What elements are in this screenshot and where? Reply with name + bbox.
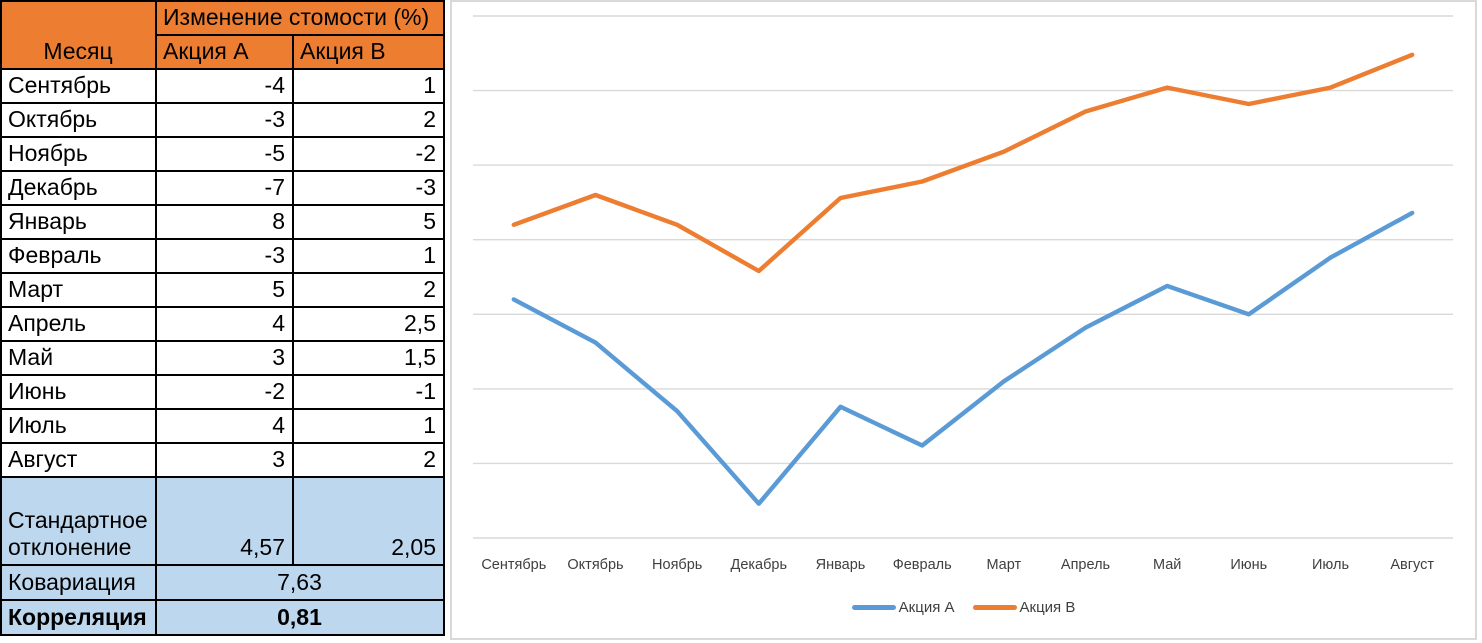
- stock-a-cell[interactable]: -3: [155, 102, 294, 138]
- stock-a-column-header[interactable]: Акция A: [155, 34, 294, 70]
- x-axis-label: Июль: [1312, 557, 1349, 573]
- stock-b-cell[interactable]: 5: [292, 204, 445, 240]
- covariance-row: Ковариация 7,63: [0, 564, 445, 601]
- table-data-rows: Сентябрь -4 1 Октябрь -3 2 Ноябрь -5 -2 Декабрь -7…: [0, 68, 445, 478]
- stock-b-cell[interactable]: 1: [292, 68, 445, 104]
- legend-item-a[interactable]: Акция A: [851, 598, 955, 616]
- month-cell[interactable]: Июль: [0, 408, 157, 444]
- table-row: Март 5 2: [0, 272, 445, 308]
- x-axis-label: Февраль: [893, 557, 952, 573]
- stock-a-cell[interactable]: -2: [155, 374, 294, 410]
- x-axis-label: Март: [986, 557, 1021, 573]
- stock-a-cell[interactable]: -7: [155, 170, 294, 206]
- stock-b-cell[interactable]: 2: [292, 272, 445, 308]
- table-row: Май 3 1,5: [0, 340, 445, 376]
- table-row: Октябрь -3 2: [0, 102, 445, 138]
- series-line-a[interactable]: [511, 210, 1415, 506]
- stock-b-cell[interactable]: -3: [292, 170, 445, 206]
- stock-a-cell[interactable]: -4: [155, 68, 294, 104]
- x-axis-label: Октябрь: [567, 557, 623, 573]
- month-cell[interactable]: Ноябрь: [0, 136, 157, 172]
- month-cell[interactable]: Июнь: [0, 374, 157, 410]
- x-axis-label: Январь: [816, 557, 866, 573]
- stock-a-cell[interactable]: -3: [155, 238, 294, 274]
- table-row: Декабрь -7 -3: [0, 170, 445, 206]
- stock-table: Месяц Изменение стомости (%) Акция A Акц…: [0, 0, 445, 636]
- legend-item-b[interactable]: Акция B: [972, 598, 1076, 616]
- stock-a-cell[interactable]: 5: [155, 272, 294, 308]
- stock-b-cell[interactable]: 2,5: [292, 306, 445, 342]
- x-axis-label: Декабрь: [731, 557, 788, 573]
- stock-a-cell[interactable]: 3: [155, 340, 294, 376]
- stock-b-cell[interactable]: -1: [292, 374, 445, 410]
- month-column-header[interactable]: Месяц: [0, 0, 157, 70]
- table-row: Февраль -3 1: [0, 238, 445, 274]
- covariance-value-cell[interactable]: 7,63: [155, 564, 445, 601]
- std-dev-label-cell[interactable]: Стандартное отклонение: [0, 476, 157, 566]
- x-axis-label: Апрель: [1061, 557, 1110, 573]
- correlation-value-cell[interactable]: 0,81: [155, 599, 445, 636]
- month-cell[interactable]: Октябрь: [0, 102, 157, 138]
- stock-b-cell[interactable]: 1: [292, 238, 445, 274]
- x-axis-label: Июнь: [1230, 557, 1267, 573]
- chart-legend: Акция A Акция B: [452, 596, 1475, 618]
- table-header: Месяц Изменение стомости (%) Акция A Акц…: [0, 0, 445, 70]
- table-row: Январь 8 5: [0, 204, 445, 240]
- x-axis-label: Май: [1153, 557, 1181, 573]
- legend-label: Акция A: [898, 598, 955, 616]
- table-row: Сентябрь -4 1: [0, 68, 445, 104]
- correlation-row: Корреляция 0,81: [0, 599, 445, 636]
- x-axis-label: Август: [1390, 557, 1434, 573]
- month-cell[interactable]: Март: [0, 272, 157, 308]
- month-cell[interactable]: Февраль: [0, 238, 157, 274]
- std-dev-b-cell[interactable]: 2,05: [292, 476, 445, 566]
- stock-b-cell[interactable]: -2: [292, 136, 445, 172]
- table-row: Апрель 4 2,5: [0, 306, 445, 342]
- legend-line-marker: [851, 604, 896, 610]
- legend-label: Акция B: [1019, 598, 1076, 616]
- month-cell[interactable]: Декабрь: [0, 170, 157, 206]
- table-columns-row: Акция A Акция B: [1, 34, 445, 70]
- stock-b-cell[interactable]: 2: [292, 102, 445, 138]
- stock-a-cell[interactable]: -5: [155, 136, 294, 172]
- table-row: Июнь -2 -1: [0, 374, 445, 410]
- month-cell[interactable]: Май: [0, 340, 157, 376]
- std-dev-a-cell[interactable]: 4,57: [155, 476, 294, 566]
- stock-chart[interactable]: Сентябрь Октябрь Ноябрь Декабрь Январь Феврал…: [450, 0, 1477, 640]
- table-row: Июль 4 1: [0, 408, 445, 444]
- series-line-b[interactable]: [511, 52, 1415, 274]
- table-stats: Стандартное отклонение 4,57 2,05 Ковариа…: [0, 476, 445, 636]
- table-row: Август 3 2: [0, 442, 445, 478]
- table-row: Ноябрь -5 -2: [0, 136, 445, 172]
- stock-a-cell[interactable]: 8: [155, 204, 294, 240]
- legend-line-marker: [972, 604, 1017, 610]
- month-cell[interactable]: Август: [0, 442, 157, 478]
- std-dev-row: Стандартное отклонение 4,57 2,05: [0, 476, 445, 566]
- stock-a-cell[interactable]: 4: [155, 408, 294, 444]
- table-title-row: Месяц Изменение стомости (%): [0, 0, 445, 70]
- chart-plot: Сентябрь Октябрь Ноябрь Декабрь Январь Феврал…: [473, 15, 1453, 573]
- month-cell[interactable]: Апрель: [0, 306, 157, 342]
- stock-b-cell[interactable]: 2: [292, 442, 445, 478]
- covariance-label-cell[interactable]: Ковариация: [0, 564, 157, 601]
- x-axis-label: Ноябрь: [652, 557, 702, 573]
- correlation-label-cell[interactable]: Корреляция: [0, 599, 157, 636]
- x-axis-label: Сентябрь: [481, 557, 546, 573]
- stock-b-column-header[interactable]: Акция B: [292, 34, 445, 70]
- month-cell[interactable]: Сентябрь: [0, 68, 157, 104]
- stock-a-cell[interactable]: 4: [155, 306, 294, 342]
- table-title-cell[interactable]: Изменение стомости (%): [155, 0, 445, 36]
- stock-b-cell[interactable]: 1: [292, 408, 445, 444]
- month-cell[interactable]: Январь: [0, 204, 157, 240]
- stock-b-cell[interactable]: 1,5: [292, 340, 445, 376]
- stock-a-cell[interactable]: 3: [155, 442, 294, 478]
